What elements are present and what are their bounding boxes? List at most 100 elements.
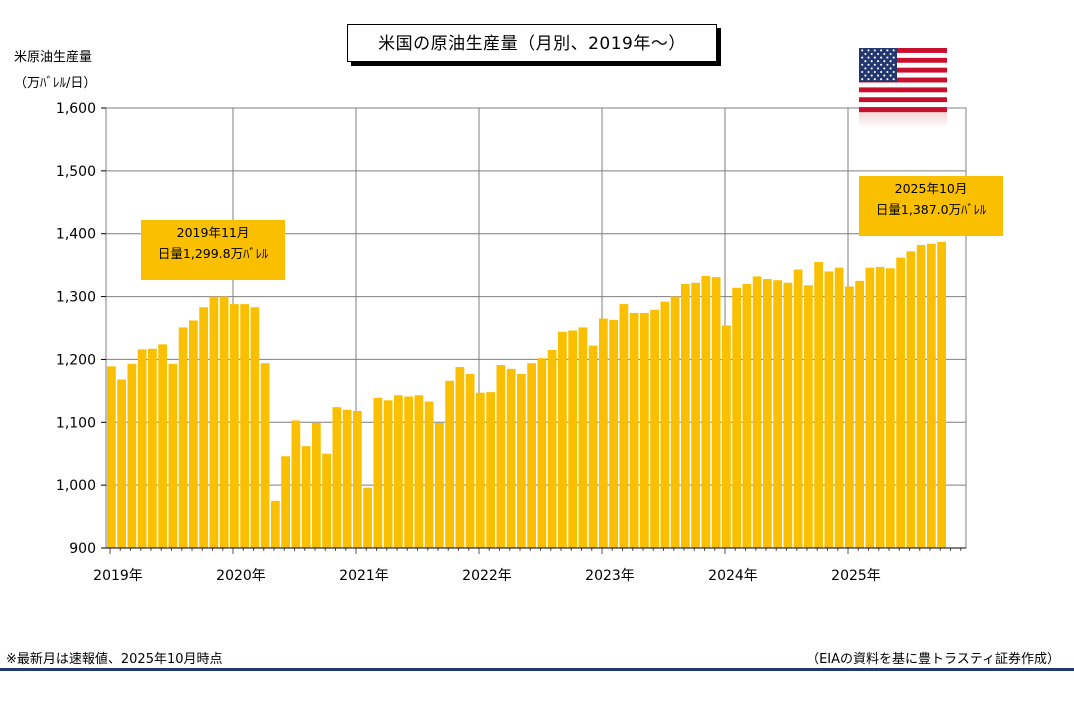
bar: [445, 380, 454, 548]
bar: [301, 446, 311, 548]
x-tick-label: 2024年: [708, 568, 758, 584]
bar: [752, 276, 762, 548]
bar: [209, 296, 219, 548]
y-axis-unit-label: （万ﾊﾞﾚﾙ/日）: [14, 76, 97, 91]
bar: [855, 280, 864, 548]
bar: [178, 327, 188, 548]
bar: [291, 420, 301, 548]
bar: [681, 284, 690, 548]
bar: [927, 243, 936, 548]
bar: [486, 392, 495, 548]
y-tick-label: 1,200: [56, 352, 96, 368]
bar: [629, 312, 639, 548]
bar: [670, 296, 680, 548]
annotation-latest-date: 2025年10月: [894, 181, 968, 196]
bar: [537, 358, 547, 548]
bar: [168, 363, 178, 548]
annotation-first-date: 2019年11月: [176, 225, 250, 240]
bar: [599, 318, 608, 548]
bar: [312, 422, 321, 548]
bar: [373, 397, 383, 548]
bar: [609, 319, 618, 548]
bar: [465, 373, 475, 548]
bar: [640, 312, 649, 548]
bar: [896, 257, 905, 548]
annotation-first-peak: 2019年11月 日量1,299.8万ﾊﾞﾚﾙ: [141, 220, 285, 280]
y-tick-label: 900: [69, 541, 96, 557]
bar: [906, 251, 916, 549]
bar: [158, 344, 167, 548]
bar: [332, 407, 342, 548]
y-tick-label: 1,600: [56, 101, 96, 117]
bar: [117, 379, 126, 548]
bar: [322, 453, 331, 548]
bar: [199, 307, 208, 548]
bar: [588, 345, 598, 548]
x-tick-label: 2020年: [216, 568, 266, 584]
annotation-latest: 2025年10月 日量1,387.0万ﾊﾞﾚﾙ: [859, 176, 1003, 236]
bar: [414, 395, 424, 548]
y-tick-label: 1,300: [56, 290, 96, 306]
bar: [383, 400, 393, 548]
bar: [834, 267, 844, 548]
bar: [496, 365, 506, 548]
bar: [148, 348, 157, 548]
footer-divider: [0, 668, 1074, 671]
y-tick-label: 1,000: [56, 478, 96, 494]
bar: [219, 296, 229, 548]
bar: [763, 278, 772, 548]
y-tick-label: 1,100: [56, 415, 96, 431]
bar: [250, 307, 260, 548]
bar: [137, 349, 147, 548]
bar: [455, 366, 465, 548]
bar: [240, 304, 249, 548]
bar: [578, 327, 588, 548]
bar: [783, 282, 793, 548]
bar: [660, 301, 670, 548]
x-tick-label: 2023年: [585, 568, 635, 584]
bar: [517, 373, 526, 548]
x-tick-label: 2019年: [93, 568, 143, 584]
x-tick-label: 2021年: [339, 568, 389, 584]
bar: [845, 286, 854, 548]
bar: [916, 245, 926, 548]
bar: [773, 280, 782, 548]
bar: [476, 392, 485, 548]
y-tick-label: 1,400: [56, 227, 96, 243]
x-tick-label: 2022年: [462, 568, 512, 584]
bar: [568, 330, 577, 548]
us-flag-icon: [859, 48, 947, 128]
bar: [804, 285, 813, 548]
bar: [701, 275, 711, 548]
footer-note: ※最新月は速報値、2025年10月時点: [6, 652, 223, 667]
bar: [547, 350, 557, 548]
bar: [353, 410, 362, 548]
bar: [865, 267, 875, 548]
annotation-first-value: 日量1,299.8万ﾊﾞﾚﾙ: [157, 246, 269, 261]
annotation-latest-value: 日量1,387.0万ﾊﾞﾚﾙ: [875, 202, 987, 217]
y-axis-label: 米原油生産量: [14, 50, 93, 65]
bar: [189, 320, 198, 548]
bar: [424, 401, 434, 548]
bar: [342, 409, 352, 548]
footer-source: （EIAの資料を基に豊トラスティ証券作成）: [806, 652, 1060, 667]
bar: [711, 277, 721, 548]
bar: [732, 287, 741, 548]
bar: [281, 456, 290, 548]
bar: [394, 395, 403, 548]
bar: [404, 396, 413, 548]
bar: [271, 500, 280, 548]
bar: [875, 267, 885, 548]
bar: [527, 363, 536, 548]
bar: [691, 282, 700, 548]
bar: [558, 331, 567, 548]
bar: [722, 325, 731, 548]
bar: [230, 304, 239, 548]
bar: [814, 262, 823, 548]
x-tick-label: 2025年: [831, 568, 881, 584]
bar: [824, 271, 834, 548]
bar-chart: 900 1,000 1,100 1,200 1,300 1,400 1,500 1,600 20…: [56, 101, 967, 584]
bar: [793, 269, 803, 548]
bar: [260, 363, 270, 548]
y-tick-label: 1,500: [56, 164, 96, 180]
